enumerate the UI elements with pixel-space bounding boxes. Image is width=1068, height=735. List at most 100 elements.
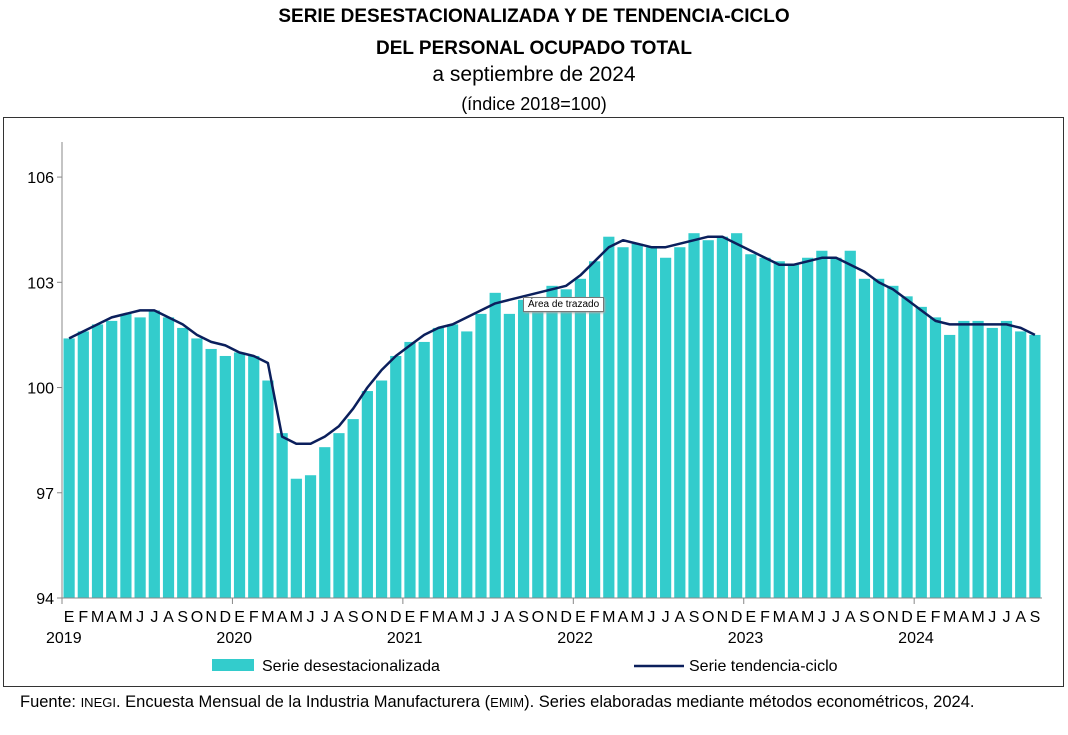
y-tick-label: 103 — [27, 275, 54, 292]
x-month-label: M — [971, 609, 984, 626]
bar — [91, 324, 104, 598]
x-year-label: 2023 — [728, 630, 764, 647]
bar — [1029, 334, 1041, 598]
bar — [787, 264, 800, 598]
legend-bar-label: Serie desestacionalizada — [262, 658, 440, 675]
x-month-label: A — [277, 609, 288, 626]
bar — [191, 338, 203, 598]
bar — [404, 341, 416, 598]
x-year-label: 2022 — [557, 630, 593, 647]
bar — [1000, 320, 1013, 598]
bar — [489, 292, 501, 598]
bar — [546, 285, 558, 598]
bar — [858, 278, 871, 598]
footer-label: Fuente: — [20, 693, 76, 711]
x-month-label: D — [220, 609, 232, 626]
bar — [361, 391, 373, 598]
bar — [816, 250, 828, 598]
x-month-label: A — [163, 609, 174, 626]
x-month-label: A — [674, 609, 685, 626]
bar — [418, 341, 430, 598]
bar — [688, 233, 700, 598]
x-month-label: A — [845, 609, 856, 626]
x-month-label: M — [943, 609, 956, 626]
bar — [617, 247, 629, 598]
x-month-label: O — [872, 609, 884, 626]
bar — [972, 320, 984, 598]
bar — [873, 278, 885, 598]
bar — [517, 299, 530, 598]
footer-abbr: EMIM — [490, 695, 525, 710]
bar — [319, 447, 331, 598]
x-month-label: A — [447, 609, 458, 626]
y-tick-label: 106 — [27, 170, 54, 187]
x-month-label: N — [546, 609, 558, 626]
bar — [915, 306, 927, 598]
x-month-label: M — [773, 609, 786, 626]
bar — [958, 320, 970, 598]
bar — [844, 250, 856, 598]
bar — [205, 348, 217, 598]
x-month-label: J — [150, 609, 158, 626]
x-month-label: J — [647, 609, 655, 626]
x-month-label: J — [988, 609, 996, 626]
x-month-label: A — [504, 609, 515, 626]
bar — [631, 243, 643, 598]
bar — [333, 433, 345, 598]
bar — [276, 433, 288, 598]
x-month-label: F — [419, 609, 429, 626]
footer-source: Fuente: INEGI. Encuesta Mensual de la In… — [20, 692, 1056, 713]
bar — [702, 240, 714, 598]
y-tick-label: 97 — [36, 486, 54, 503]
bar — [162, 317, 175, 598]
bar — [63, 338, 75, 598]
x-year-label: 2021 — [387, 630, 423, 647]
bar — [574, 278, 587, 598]
bar — [660, 257, 672, 598]
x-month-label: D — [901, 609, 913, 626]
x-month-label: O — [702, 609, 714, 626]
bar — [731, 233, 743, 598]
bar — [219, 355, 231, 598]
x-month-label: J — [321, 609, 329, 626]
x-month-label: D — [560, 609, 572, 626]
x-month-label: M — [460, 609, 473, 626]
bar — [716, 236, 729, 598]
bar — [248, 355, 260, 598]
x-month-label: A — [788, 609, 799, 626]
x-month-label: E — [405, 609, 416, 626]
legend-bar-swatch — [212, 659, 254, 671]
bar — [432, 327, 444, 598]
y-tick-label: 100 — [27, 381, 54, 398]
bar — [120, 313, 132, 598]
bar — [560, 289, 572, 598]
y-tick-label: 94 — [36, 591, 54, 608]
x-month-label: J — [491, 609, 499, 626]
bar — [759, 257, 771, 598]
x-month-label: S — [1030, 609, 1041, 626]
chart-title-line2: DEL PERSONAL OCUPADO TOTAL — [376, 38, 692, 59]
bar — [304, 475, 317, 598]
x-month-label: A — [106, 609, 117, 626]
x-month-label: N — [887, 609, 899, 626]
x-month-label: J — [136, 609, 144, 626]
bar — [589, 261, 601, 598]
x-month-label: M — [432, 609, 445, 626]
x-month-label: E — [746, 609, 757, 626]
x-month-label: J — [477, 609, 485, 626]
x-month-label: N — [376, 609, 388, 626]
x-month-label: S — [859, 609, 870, 626]
chart-unit: (índice 2018=100) — [461, 94, 607, 114]
x-month-label: J — [818, 609, 826, 626]
x-month-label: J — [1002, 609, 1010, 626]
x-year-label: 2024 — [898, 630, 934, 647]
x-month-label: M — [602, 609, 615, 626]
bar — [503, 313, 515, 598]
x-month-label: M — [290, 609, 303, 626]
x-month-label: O — [532, 609, 544, 626]
x-year-label: 2020 — [216, 630, 252, 647]
legend-line-label: Serie tendencia-ciclo — [689, 658, 838, 675]
bar — [532, 303, 544, 598]
x-month-label: N — [717, 609, 729, 626]
x-month-label: A — [334, 609, 345, 626]
